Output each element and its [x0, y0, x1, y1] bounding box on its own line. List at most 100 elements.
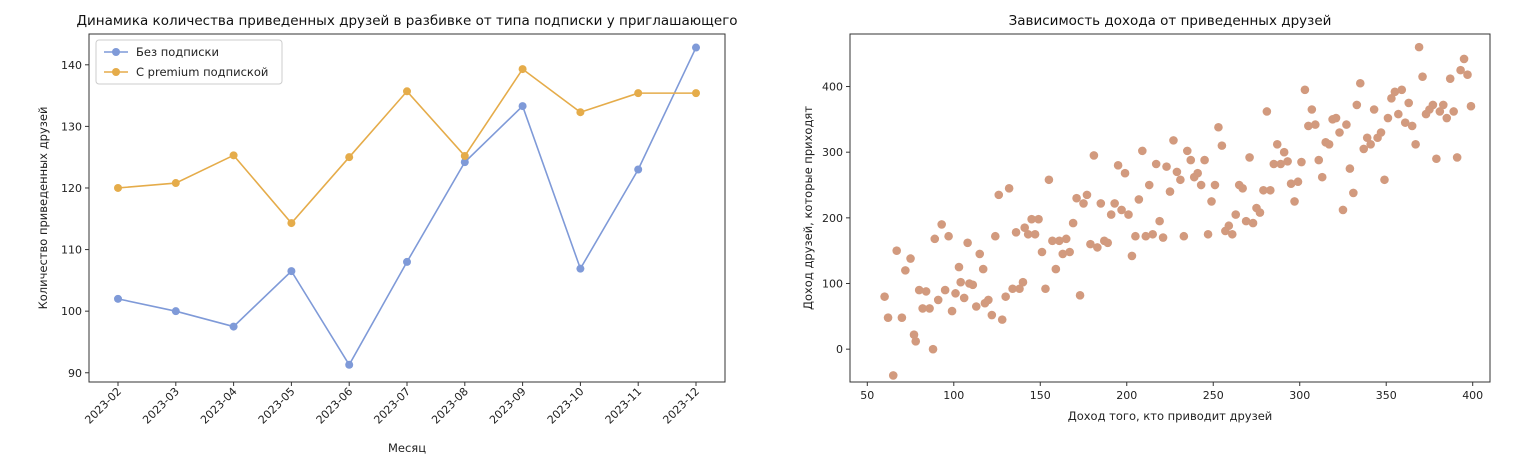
y-tick-label: 100	[61, 305, 82, 318]
series-1-point	[576, 264, 585, 273]
scatter-point	[1317, 172, 1327, 182]
scatter-point	[1338, 205, 1348, 215]
series-2-point	[634, 89, 643, 98]
scatter-point	[1286, 179, 1296, 189]
scatter-point	[1456, 65, 1465, 75]
scatter-point	[911, 336, 921, 346]
scatter-chart-points	[880, 42, 1476, 380]
scatter-point	[1342, 120, 1351, 129]
scatter-point	[1452, 153, 1462, 162]
scatter-point	[1404, 98, 1414, 108]
scatter-point	[1015, 284, 1024, 294]
scatter-point	[1182, 146, 1192, 156]
scatter-point	[1138, 146, 1147, 156]
scatter-point	[1127, 251, 1137, 261]
series-2-point	[460, 151, 469, 160]
series-2-point	[229, 151, 238, 160]
scatter-point	[1020, 223, 1030, 232]
scatter-point	[1245, 153, 1254, 162]
y-tick-label: 140	[61, 59, 82, 72]
x-tick-label: 2023-04	[198, 385, 240, 427]
x-tick-label: 2023-06	[314, 385, 356, 427]
series-2-point	[345, 153, 354, 162]
scatter-point	[1269, 159, 1279, 169]
line-chart-axes: 90 100 110 120 130 140 2023-02 2023-03 2023-04 20…	[61, 33, 726, 427]
x-tick-label: 150	[1030, 389, 1051, 402]
scatter-point	[1110, 199, 1119, 208]
x-tick-label: 2023-03	[140, 385, 182, 427]
scatter-point	[1366, 140, 1375, 149]
scatter-point	[1262, 107, 1272, 116]
scatter-point	[1435, 107, 1445, 116]
scatter-point	[1048, 236, 1057, 246]
scatter-point	[1096, 199, 1106, 208]
scatter-point	[1086, 239, 1095, 249]
scatter-point	[892, 246, 902, 255]
scatter-point	[883, 313, 893, 322]
scatter-point	[1432, 154, 1441, 164]
scatter-point	[1093, 243, 1102, 252]
scatter-point	[1131, 231, 1140, 241]
scatter-point	[994, 190, 1004, 200]
legend-label: Без подписки	[136, 45, 219, 59]
scatter-point	[1293, 177, 1303, 187]
scatter-point	[925, 304, 934, 313]
series-1-point	[692, 43, 700, 52]
scatter-point	[1400, 118, 1410, 127]
scatter-point	[1162, 162, 1171, 171]
scatter-point	[944, 231, 953, 241]
scatter-point	[1428, 100, 1438, 110]
scatter-point	[1061, 234, 1071, 244]
scatter-point	[1445, 74, 1455, 83]
scatter-point	[1027, 214, 1036, 224]
scatter-point	[1151, 159, 1161, 169]
series-2-point	[518, 65, 527, 74]
scatter-point	[1466, 101, 1476, 111]
scatter-point	[1210, 180, 1220, 190]
scatter-point	[1079, 199, 1088, 208]
legend-box	[95, 39, 283, 85]
scatter-point	[1082, 190, 1092, 200]
scatter-point	[1349, 188, 1358, 198]
series-1-point	[229, 322, 238, 331]
scatter-point	[1207, 197, 1216, 206]
x-tick-label: 2023-10	[545, 385, 587, 427]
scatter-point	[1065, 247, 1074, 257]
scatter-point	[1283, 157, 1292, 166]
scatter-point	[1072, 193, 1081, 203]
series-1-point	[287, 267, 296, 276]
scatter-point	[1044, 175, 1054, 185]
scatter-point	[959, 293, 969, 303]
scatter-point	[1394, 109, 1403, 119]
legend-marker	[112, 68, 120, 76]
scatter-point	[1290, 197, 1299, 206]
scatter-point	[1255, 208, 1265, 217]
scatter-point	[1279, 147, 1289, 157]
scatter-point	[1089, 151, 1099, 160]
scatter-point	[1362, 133, 1372, 143]
scatter-point	[1186, 155, 1196, 165]
scatter-point	[1380, 175, 1389, 185]
scatter-point	[947, 306, 957, 316]
scatter-point	[1217, 141, 1227, 150]
x-tick-label: 50	[860, 389, 874, 402]
scatter-point	[933, 295, 943, 305]
scatter-point	[1227, 229, 1237, 239]
series-1-point	[403, 257, 411, 266]
x-tick-label: 2023-08	[429, 385, 471, 427]
series-1-point	[171, 307, 180, 316]
scatter-point	[1355, 78, 1365, 88]
scatter-point	[940, 285, 950, 295]
scatter-point	[1352, 100, 1362, 110]
scatter-point	[1176, 175, 1185, 185]
scatter-point	[1387, 94, 1396, 103]
scatter-point	[1418, 72, 1427, 81]
scatter-point	[963, 238, 972, 248]
series-1-point	[345, 360, 354, 369]
scatter-point	[1001, 292, 1010, 301]
line-chart-series	[114, 43, 700, 369]
x-tick-label: 350	[1376, 389, 1397, 402]
scatter-chart-axes: 0 100 200 300 400 50 100 150 200 250 300 350 400	[822, 33, 1491, 402]
scatter-point	[1300, 85, 1310, 95]
x-tick-label: 2023-02	[82, 385, 124, 427]
